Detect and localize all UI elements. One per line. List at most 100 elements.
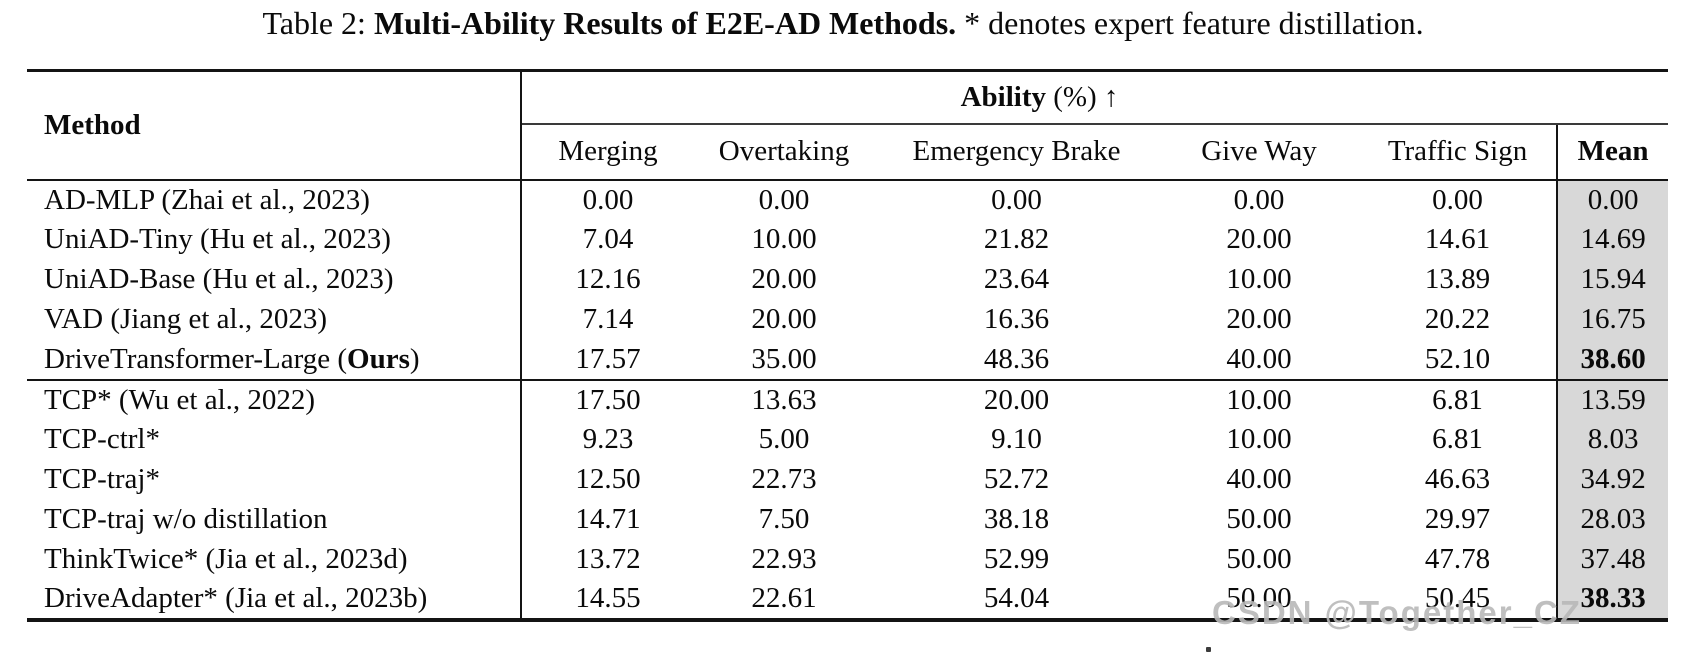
value-cell: 10.00: [1226, 423, 1292, 455]
table-row: UniAD-Base (Hu et al., 2023) 12.16 20.00 23…: [27, 259, 1669, 300]
col-header-mean: Mean: [1556, 123, 1669, 181]
col-header-traffic-sign: Traffic Sign: [1359, 123, 1558, 181]
artifact-dot: [1206, 647, 1211, 652]
table-row: DriveAdapter* (Jia et al., 2023b) 14.55 22…: [27, 579, 1669, 620]
caption-prefix: Table 2:: [262, 5, 374, 41]
value-cell: 0.00: [582, 183, 634, 216]
value-cell: 17.57: [575, 342, 641, 375]
header-row-ability: Method Ability (%) ↑: [27, 70, 1669, 181]
value-cell: 20.22: [1424, 303, 1491, 335]
mean-cell: 37.48: [1556, 539, 1669, 580]
ability-label: Ability: [960, 80, 1046, 113]
value-cell: 0.00: [1432, 183, 1483, 216]
value-cell: 50.00: [1226, 543, 1292, 575]
value-cell: 7.04: [582, 223, 634, 255]
value-cell: 22.61: [751, 582, 817, 614]
col-header-merging: Merging: [521, 123, 694, 181]
value-cell: 7.50: [758, 503, 810, 535]
col-header-spacer: [1557, 70, 1669, 125]
value-cell: 16.36: [983, 303, 1050, 335]
caption-note: * denotes expert feature distillation.: [956, 5, 1424, 41]
value-cell: 14.61: [1424, 223, 1491, 255]
method-cell: DriveTransformer-Large (Ours): [27, 339, 522, 380]
value-cell: 10.00: [751, 223, 817, 255]
col-header-ability: Ability (%) ↑: [521, 70, 1558, 125]
mean-cell: 13.59: [1556, 378, 1669, 420]
value-cell: 23.64: [983, 263, 1050, 295]
method-cell: UniAD-Base (Hu et al., 2023): [27, 259, 522, 300]
value-cell: 5.00: [758, 423, 810, 455]
value-cell: 0.00: [991, 183, 1042, 216]
value-cell: 50.45: [1424, 582, 1491, 614]
method-cell: DriveAdapter* (Jia et al., 2023b): [27, 579, 522, 620]
value-cell: 20.00: [751, 263, 817, 295]
method-cell: VAD (Jiang et al., 2023): [27, 299, 522, 340]
value-cell: 20.00: [1226, 223, 1292, 255]
mean-cell: 15.94: [1556, 259, 1669, 300]
value-cell: 46.63: [1424, 463, 1491, 495]
table-row: ThinkTwice* (Jia et al., 2023d) 13.72 22.9…: [27, 539, 1669, 580]
table-row: TCP-ctrl* 9.23 5.00 9.10 10.00 6.81 8.03: [27, 419, 1669, 460]
value-cell: 35.00: [751, 342, 817, 375]
value-cell: 17.50: [521, 378, 694, 420]
method-cell: ThinkTwice* (Jia et al., 2023d): [27, 539, 522, 580]
method-cell: TCP-ctrl*: [27, 419, 522, 460]
mean-cell: 28.03: [1556, 499, 1669, 540]
table-row: TCP-traj w/o distillation 14.71 7.50 38.18 5…: [27, 499, 1669, 540]
value-cell: 29.97: [1424, 503, 1491, 535]
ability-unit-arrow: (%) ↑: [1045, 80, 1119, 113]
value-cell: 20.00: [751, 303, 817, 335]
value-cell: 0.00: [1233, 183, 1285, 216]
mean-cell: 38.60: [1556, 339, 1669, 380]
value-cell: 13.63: [694, 378, 874, 420]
value-cell: 10.00: [1226, 263, 1292, 295]
value-cell: 6.81: [1432, 423, 1483, 455]
mean-cell: 38.33: [1556, 579, 1669, 620]
col-header-method: Method: [27, 70, 522, 181]
value-cell: 48.36: [983, 342, 1050, 375]
mean-cell: 34.92: [1556, 459, 1669, 500]
mean-cell: 14.69: [1556, 219, 1669, 260]
results-table: Method Ability (%) ↑ Merging Overtaking …: [27, 69, 1669, 622]
table-body: AD-MLP (Zhai et al., 2023) 0.00 0.00 0.00 0.…: [27, 179, 1669, 620]
value-cell: 22.93: [751, 543, 817, 575]
value-cell: 52.72: [983, 463, 1050, 495]
table-caption: Table 2: Multi-Ability Results of E2E-AD…: [0, 5, 1686, 42]
col-header-overtaking: Overtaking: [694, 123, 874, 181]
value-cell: 20.00: [874, 378, 1159, 420]
value-cell: 9.10: [991, 423, 1042, 455]
table-row: UniAD-Tiny (Hu et al., 2023) 7.04 10.00 21.…: [27, 219, 1669, 260]
value-cell: 10.00: [1159, 378, 1359, 420]
value-cell: 38.18: [983, 503, 1050, 535]
value-cell: 7.14: [582, 303, 634, 335]
table-row: VAD (Jiang et al., 2023) 7.14 20.00 16.36 20…: [27, 299, 1669, 340]
table-row: DriveTransformer-Large (Ours) 17.57 35.00 4…: [27, 339, 1669, 380]
value-cell: 40.00: [1226, 342, 1292, 375]
value-cell: 47.78: [1424, 543, 1491, 575]
col-header-give-way: Give Way: [1159, 123, 1359, 181]
value-cell: 52.99: [983, 543, 1050, 575]
value-cell: 52.10: [1424, 342, 1491, 375]
table-row: AD-MLP (Zhai et al., 2023) 0.00 0.00 0.00 0.…: [27, 179, 1669, 220]
mean-cell: 8.03: [1556, 419, 1669, 460]
mean-cell: 0.00: [1556, 179, 1669, 220]
col-header-emergency-brake: Emergency Brake: [874, 123, 1159, 181]
watermark: CSDN @Together_CZ: [1212, 594, 1582, 631]
value-cell: 21.82: [983, 223, 1050, 255]
value-cell: 50.00: [1226, 503, 1292, 535]
value-cell: 12.16: [575, 263, 641, 295]
method-cell: AD-MLP (Zhai et al., 2023): [27, 179, 522, 220]
table-row: TCP-traj* 12.50 22.73 52.72 40.00 46.63 34.92: [27, 459, 1669, 500]
value-cell: 50.00: [1226, 582, 1292, 614]
method-cell: TCP* (Wu et al., 2022): [27, 378, 522, 420]
mean-cell: 16.75: [1556, 299, 1669, 340]
value-cell: 6.81: [1359, 378, 1558, 420]
value-cell: 13.89: [1424, 263, 1491, 295]
caption-title: Multi-Ability Results of E2E-AD Methods.: [373, 5, 957, 41]
value-cell: 9.23: [582, 423, 634, 455]
method-bold-part: Ours: [347, 342, 410, 375]
subheader-row: Merging Overtaking Emergency Brake Give …: [27, 123, 1669, 181]
method-cell: UniAD-Tiny (Hu et al., 2023): [27, 219, 522, 260]
value-cell: 22.73: [751, 463, 817, 495]
